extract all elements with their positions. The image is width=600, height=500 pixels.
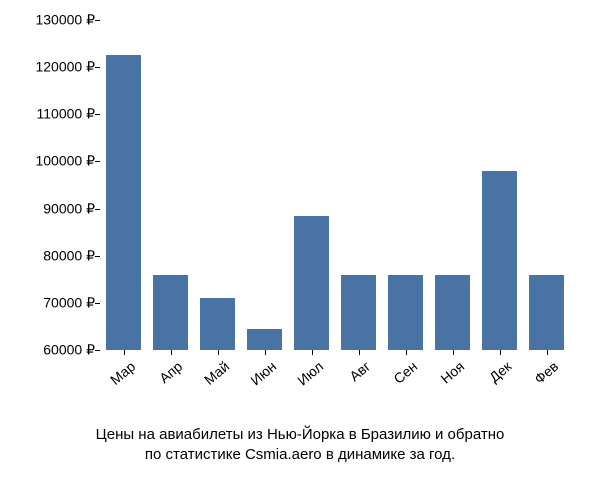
y-axis-tick-label: 90000 ₽	[5, 200, 95, 217]
x-axis-tick-mark	[500, 350, 501, 355]
x-axis-tick-mark	[312, 350, 313, 355]
bar	[153, 275, 188, 350]
x-axis-tick-mark	[124, 350, 125, 355]
x-axis-tick-mark	[547, 350, 548, 355]
x-axis-label: Мар	[97, 358, 138, 396]
y-axis-tick-mark	[95, 114, 100, 115]
x-axis-label: Апр	[144, 358, 185, 396]
x-axis-label: Июн	[238, 358, 279, 396]
y-axis-tick-label: 130000 ₽	[5, 12, 95, 29]
x-axis-tick-mark	[406, 350, 407, 355]
y-axis-tick-label: 80000 ₽	[5, 247, 95, 264]
caption-line-2: по статистике Csmia.aero в динамике за г…	[145, 446, 455, 463]
y-axis-tick-label: 60000 ₽	[5, 342, 95, 359]
y-axis-tick-mark	[95, 256, 100, 257]
bar	[529, 275, 564, 350]
x-axis-tick-mark	[359, 350, 360, 355]
chart-caption: Цены на авиабилеты из Нью-Йорка в Бразил…	[0, 425, 600, 466]
x-axis-label: Фев	[520, 358, 561, 396]
bar	[482, 171, 517, 350]
x-axis-tick-mark	[453, 350, 454, 355]
x-axis-label: Ноя	[426, 358, 467, 396]
x-axis-label: Июл	[285, 358, 326, 396]
x-axis-label: Авг	[332, 358, 373, 396]
y-axis-tick-mark	[95, 303, 100, 304]
caption-line-1: Цены на авиабилеты из Нью-Йорка в Бразил…	[96, 426, 505, 443]
bar	[294, 216, 329, 350]
y-axis-tick-mark	[95, 161, 100, 162]
plot-area	[100, 20, 570, 350]
bar	[106, 55, 141, 350]
x-axis-label: Сен	[379, 358, 420, 396]
y-axis-tick-label: 120000 ₽	[5, 59, 95, 76]
x-axis-tick-mark	[218, 350, 219, 355]
y-axis-tick-label: 110000 ₽	[5, 106, 95, 123]
bar	[247, 329, 282, 350]
y-axis-tick-label: 100000 ₽	[5, 153, 95, 170]
y-axis-tick-label: 70000 ₽	[5, 294, 95, 311]
x-axis-tick-mark	[171, 350, 172, 355]
bar	[388, 275, 423, 350]
y-axis-tick-mark	[95, 20, 100, 21]
y-axis-tick-mark	[95, 350, 100, 351]
y-axis-tick-mark	[95, 67, 100, 68]
bar	[200, 298, 235, 350]
bar	[435, 275, 470, 350]
x-axis-tick-mark	[265, 350, 266, 355]
x-axis-label: Дек	[473, 358, 514, 396]
x-axis-label: Май	[191, 358, 232, 396]
y-axis-tick-mark	[95, 209, 100, 210]
price-bar-chart: Цены на авиабилеты из Нью-Йорка в Бразил…	[0, 0, 600, 500]
bar	[341, 275, 376, 350]
